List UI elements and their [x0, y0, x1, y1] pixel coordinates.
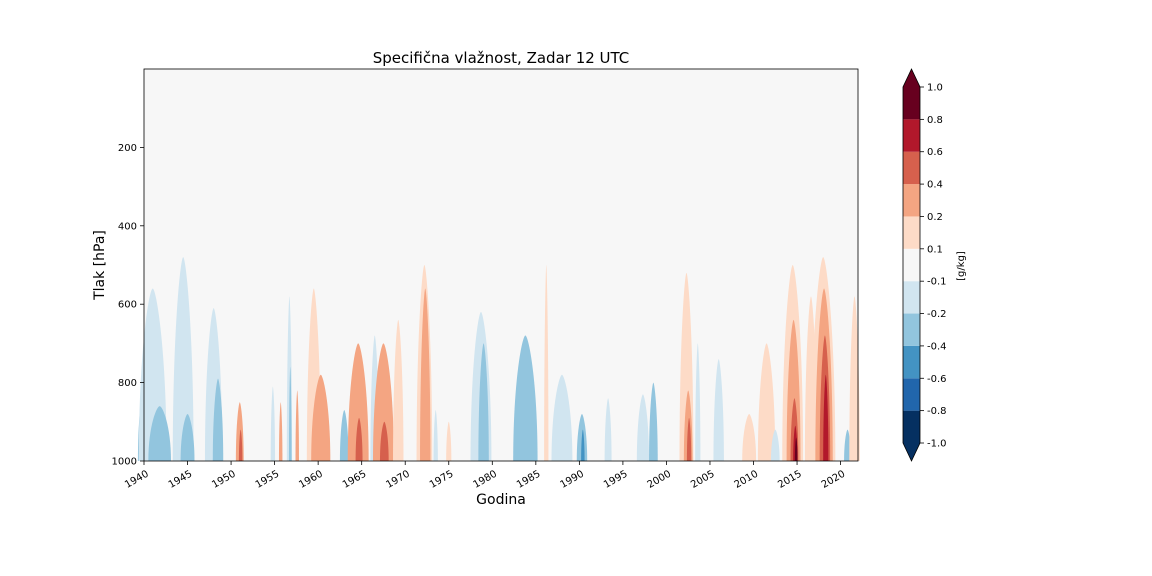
contour-feature	[849, 296, 860, 461]
contour-feature	[238, 429, 243, 461]
contour-feature	[604, 398, 612, 461]
contour-feature	[649, 382, 658, 461]
colorbar-tick-label: -0.6	[927, 374, 947, 385]
colorbar-segment	[903, 216, 920, 249]
colorbar-tick-label: 0.4	[927, 180, 943, 191]
contour-feature	[551, 374, 573, 461]
y-tick-label: 1000	[112, 457, 137, 468]
contour-feature	[636, 394, 650, 461]
y-axis: 200 400 600 800 1000	[112, 143, 144, 468]
colorbar-segment	[903, 378, 920, 411]
contour-feature	[373, 343, 394, 461]
contour-feature	[742, 413, 757, 461]
contour-feature	[172, 257, 194, 461]
colorbar-segment	[903, 87, 920, 120]
colorbar-extend-max	[903, 69, 920, 87]
contour-feature	[347, 343, 369, 461]
plot-background	[144, 69, 858, 461]
contour-feature	[794, 437, 798, 461]
contour-feature	[770, 429, 780, 461]
colorbar-segment	[903, 184, 920, 217]
colorbar: -1.0 -0.8 -0.6 -0.4 -0.2 -0.1 0.1 0.2 0.4 0.6 0.8 1…	[902, 68, 947, 462]
contour-feature	[148, 406, 171, 461]
contour-feature	[823, 374, 829, 461]
contour-feature	[311, 374, 331, 461]
plot-area	[137, 68, 860, 462]
x-axis-label: Godina	[476, 492, 526, 508]
contour-feature	[180, 413, 195, 461]
contour-feature	[513, 335, 538, 461]
contour-feature	[686, 417, 692, 461]
contour-feature	[270, 386, 276, 461]
y-tick-label: 400	[118, 221, 137, 232]
contour-feature	[844, 429, 852, 461]
colorbar-extend-min	[903, 443, 920, 461]
colorbar-tick-label: 1.0	[927, 83, 943, 94]
colorbar-segment	[903, 345, 920, 379]
contour-feature	[379, 421, 389, 461]
colorbar-tick-label: -0.4	[927, 341, 947, 352]
colorbar-tick-label: 0.2	[927, 212, 943, 223]
colorbar-tick-label: 0.1	[927, 244, 943, 255]
contour-feature	[393, 319, 404, 461]
colorbar-segment	[903, 119, 920, 152]
colorbar-segment	[903, 151, 920, 185]
y-tick-label: 800	[118, 378, 137, 389]
colorbar-segment	[903, 313, 920, 346]
colorbar-tick-label: 0.6	[927, 147, 943, 158]
colorbar-segment	[903, 410, 920, 443]
plot-frame	[143, 68, 859, 462]
contour-features	[137, 257, 860, 461]
contour-feature	[446, 421, 452, 461]
contour-feature	[288, 366, 292, 461]
contour-feature	[420, 288, 431, 461]
contour-feature	[355, 417, 363, 461]
contour-feature	[757, 343, 776, 461]
colorbar-tick-label: -1.0	[927, 439, 947, 450]
contour-feature	[433, 410, 438, 461]
contour-feature	[339, 410, 349, 461]
contour-feature	[544, 265, 549, 461]
contour-feature	[295, 390, 299, 461]
contour-feature	[278, 402, 283, 461]
colorbar-segment	[903, 281, 920, 314]
colorbar-tick-label: -0.2	[927, 309, 947, 320]
contour-feature	[212, 378, 224, 461]
colorbar-tick-label: -0.1	[927, 277, 947, 288]
y-axis-label: Tlak [hPa]	[92, 230, 108, 301]
contour-feature	[713, 359, 724, 461]
contour-feature	[478, 343, 489, 461]
colorbar-segment	[903, 248, 920, 282]
y-tick-label: 600	[118, 300, 137, 311]
colorbar-label: [g/kg]	[956, 251, 967, 281]
colorbar-tick-label: -0.8	[927, 406, 947, 417]
colorbar-tick-label: 0.8	[927, 115, 943, 126]
chart-title: Specifična vlažnost, Zadar 12 UTC	[373, 49, 630, 67]
y-tick-label: 200	[118, 143, 137, 154]
contour-feature	[695, 343, 701, 461]
contour-feature	[581, 429, 585, 461]
